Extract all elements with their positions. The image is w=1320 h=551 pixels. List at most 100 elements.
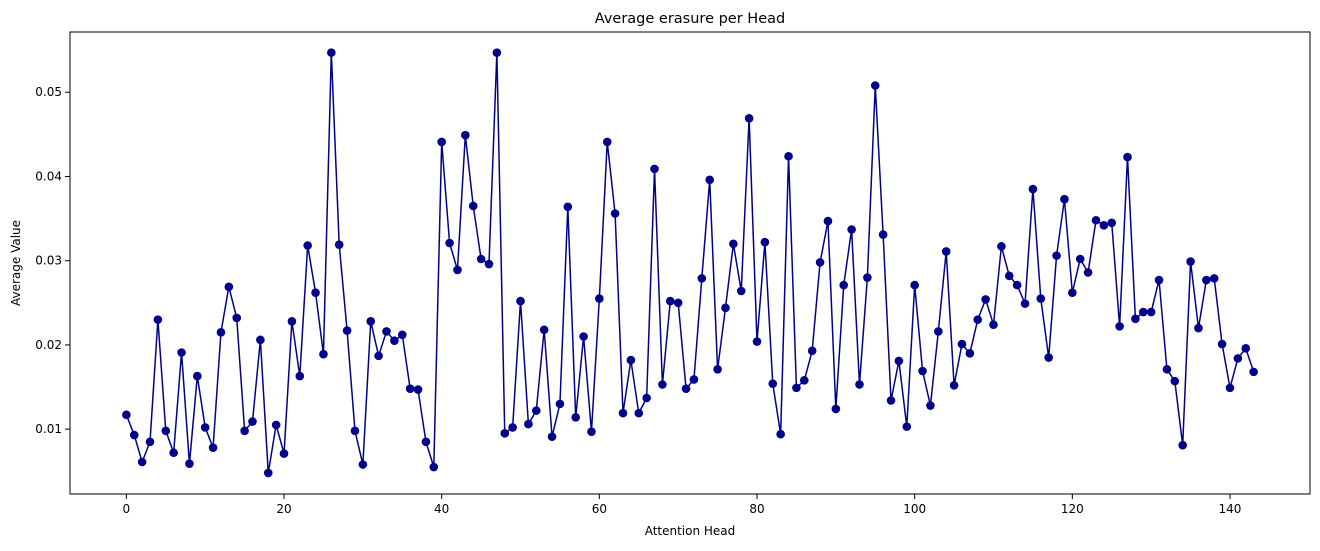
data-point: [169, 448, 178, 458]
data-point: [468, 201, 478, 211]
data-point: [981, 295, 990, 304]
data-point: [1209, 274, 1219, 283]
data-point: [271, 420, 281, 430]
data-point: [902, 422, 912, 431]
data-point: [673, 298, 683, 308]
data-point: [870, 81, 880, 90]
x-tick-label: 0: [123, 502, 131, 516]
data-point: [823, 216, 833, 226]
data-point: [918, 366, 927, 376]
data-point: [334, 240, 344, 249]
data-point: [721, 303, 730, 313]
data-point: [1249, 367, 1258, 377]
data-point: [800, 375, 809, 385]
data-point: [1107, 218, 1117, 228]
data-point: [1004, 271, 1014, 281]
data-point: [760, 237, 770, 247]
x-tick-label: 20: [276, 502, 291, 516]
data-point: [397, 330, 407, 340]
data-point: [863, 273, 872, 282]
data-point: [429, 462, 439, 472]
data-point: [122, 410, 131, 420]
data-point: [878, 230, 888, 239]
data-point: [216, 327, 226, 337]
data-point: [342, 326, 352, 335]
data-point: [1225, 383, 1235, 393]
data-point: [129, 430, 139, 440]
data-point: [658, 380, 667, 389]
data-point: [287, 317, 297, 326]
data-point: [1115, 322, 1124, 331]
data-point: [453, 265, 462, 275]
data-point: [484, 259, 494, 269]
y-axis: 0.01 0.02 0.03 0.04 0.05: [35, 85, 70, 436]
data-point: [177, 348, 186, 357]
data-point: [185, 459, 194, 468]
data-point: [997, 242, 1006, 251]
data-point: [1131, 314, 1140, 324]
data-point: [508, 423, 517, 432]
data-point: [1186, 257, 1195, 266]
data-point: [437, 137, 446, 147]
data-point: [941, 247, 951, 256]
data-point: [555, 399, 565, 409]
data-point: [1241, 343, 1251, 353]
data-point: [1068, 288, 1077, 297]
data-point: [1217, 339, 1227, 349]
data-point: [1099, 221, 1109, 230]
chart-title: Average erasure per Head: [595, 11, 785, 27]
data-point: [729, 239, 738, 249]
data-point: [153, 315, 163, 324]
data-point: [1052, 251, 1061, 260]
data-point: [839, 280, 849, 290]
data-point: [776, 429, 785, 439]
data-point: [1170, 376, 1180, 386]
data-point: [784, 151, 793, 161]
data-point: [949, 381, 959, 390]
y-axis-label: Average Value: [9, 220, 23, 306]
data-point: [200, 423, 210, 432]
data-point: [240, 426, 249, 436]
y-tick-label: 0.01: [35, 422, 62, 436]
data-point: [311, 288, 320, 297]
data-point: [208, 443, 218, 452]
y-tick-label: 0.03: [35, 254, 62, 268]
data-point: [1178, 440, 1187, 450]
data-point: [445, 238, 454, 248]
x-tick-label: 100: [903, 502, 926, 516]
data-point: [358, 460, 368, 469]
data-point: [926, 401, 935, 410]
data-point: [224, 282, 234, 292]
data-point: [1036, 294, 1046, 303]
data-point: [421, 437, 431, 447]
data-point: [256, 335, 265, 345]
data-point: [413, 385, 423, 394]
data-point: [476, 254, 486, 264]
data-point: [295, 371, 305, 381]
data-point: [1194, 323, 1203, 333]
data-point: [1154, 275, 1164, 285]
data-point: [736, 286, 746, 296]
data-point: [705, 175, 715, 185]
data-point: [973, 315, 983, 324]
data-point: [1028, 184, 1038, 194]
data-point: [137, 457, 147, 467]
data-point: [263, 468, 273, 478]
data-point: [910, 280, 919, 290]
data-point: [807, 346, 817, 356]
data-point: [650, 164, 659, 174]
data-point: [303, 241, 312, 250]
data-point: [855, 380, 864, 389]
data-point: [571, 413, 580, 422]
data-point: [539, 325, 549, 335]
data-point: [1202, 275, 1211, 285]
data-point: [744, 114, 754, 123]
data-point: [1123, 152, 1132, 162]
data-point: [579, 332, 588, 341]
data-point: [642, 393, 651, 403]
data-point: [697, 274, 707, 283]
data-point: [461, 130, 470, 140]
x-axis: 0 20 40 60 80 100 120 140: [123, 494, 1241, 516]
data-point: [232, 313, 242, 323]
data-point: [1146, 307, 1156, 317]
